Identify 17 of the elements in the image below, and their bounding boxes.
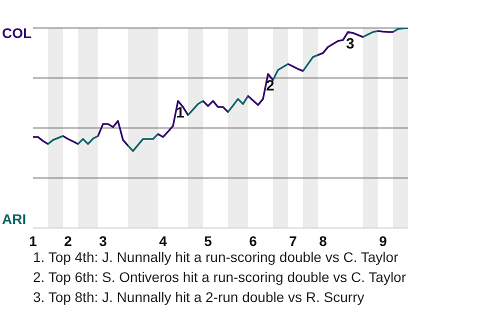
- text: COL: [2, 25, 32, 41]
- x-tick-label: 8: [319, 233, 328, 249]
- x-tick-label: 1: [29, 233, 38, 249]
- x-tick-label: 6: [249, 233, 258, 249]
- text: 2. Top 6th: S. Ontiveros hit a run-scoring double vs C. Taylor: [33, 268, 406, 287]
- annotation: 2: [266, 78, 274, 95]
- text: 1. Top 4th: J. Nunnally hit a run-scoring double vs C. Taylor: [33, 248, 400, 267]
- x-tick-label: 4: [159, 233, 168, 249]
- x-tick-label: 3: [99, 233, 108, 249]
- x-tick-label: 9: [379, 233, 388, 249]
- x-tick-label: 5: [204, 233, 212, 249]
- text: 3. Top 8th: J. Nunnally hit a 2-run double vs R. Scurry: [33, 288, 366, 307]
- text: ARI: [2, 211, 26, 227]
- annotation: 1: [176, 104, 184, 122]
- annotation: 3: [346, 36, 354, 53]
- x-tick-label: 2: [64, 233, 72, 249]
- x-tick-label: 7: [289, 233, 298, 249]
